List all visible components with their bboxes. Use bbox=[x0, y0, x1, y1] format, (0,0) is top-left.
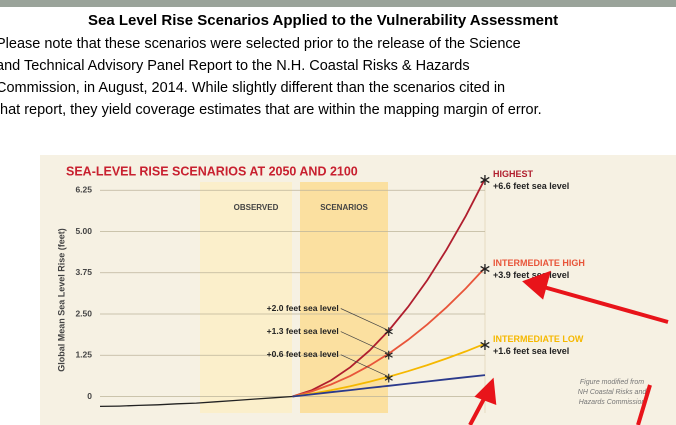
region-label: SCENARIOS bbox=[320, 203, 368, 212]
source-note: Hazards Commission bbox=[579, 399, 646, 406]
end-star: ∗ bbox=[478, 337, 491, 354]
source-note: Figure modified from bbox=[580, 379, 644, 386]
observed-region bbox=[200, 182, 292, 413]
y-tick-label: 6.25 bbox=[75, 185, 92, 195]
end-label: +6.6 feet sea level bbox=[493, 181, 569, 191]
page: Sea Level Rise Scenarios Applied to the … bbox=[0, 0, 676, 425]
annotation-star: ∗ bbox=[383, 323, 395, 339]
chart-title: SEA-LEVEL RISE SCENARIOS AT 2050 AND 210… bbox=[66, 164, 358, 178]
series-name: HIGHEST bbox=[493, 169, 534, 179]
series-name: INTERMEDIATE LOW bbox=[493, 334, 584, 344]
region-label: OBSERVED bbox=[234, 203, 279, 212]
y-tick-label: 0 bbox=[87, 391, 92, 401]
end-label: +1.6 feet sea level bbox=[493, 346, 569, 356]
heading: Sea Level Rise Scenarios Applied to the … bbox=[88, 12, 558, 29]
series-name: INTERMEDIATE HIGH bbox=[493, 258, 585, 268]
y-tick-label: 3.75 bbox=[75, 267, 92, 277]
slide: Sea Level Rise Scenarios Applied to the … bbox=[0, 0, 676, 425]
source-note: NH Coastal Risks and bbox=[578, 389, 648, 396]
y-tick-label: 5.00 bbox=[75, 226, 92, 236]
annotation-star: ∗ bbox=[383, 369, 395, 385]
y-tick-label: 2.50 bbox=[75, 308, 92, 318]
y-tick-label: 1.25 bbox=[75, 350, 92, 360]
paragraph-line: and Technical Advisory Panel Report to t… bbox=[0, 58, 470, 74]
end-star: ∗ bbox=[478, 172, 491, 189]
paragraph-line: Please note that these scenarios were se… bbox=[0, 36, 521, 52]
paragraph-line: that report, they yield coverage estimat… bbox=[0, 102, 542, 118]
paragraph-line: Commission, in August, 2014. While sligh… bbox=[0, 80, 505, 96]
map-strip bbox=[0, 0, 676, 7]
annotation: +1.3 feet sea level bbox=[267, 326, 339, 336]
annotation: +2.0 feet sea level bbox=[267, 303, 339, 313]
annotation: +0.6 feet sea level bbox=[267, 349, 339, 359]
end-star: ∗ bbox=[478, 261, 491, 278]
y-axis-label: Global Mean Sea Level Rise (feet) bbox=[56, 228, 66, 372]
annotation-star: ∗ bbox=[383, 346, 395, 362]
